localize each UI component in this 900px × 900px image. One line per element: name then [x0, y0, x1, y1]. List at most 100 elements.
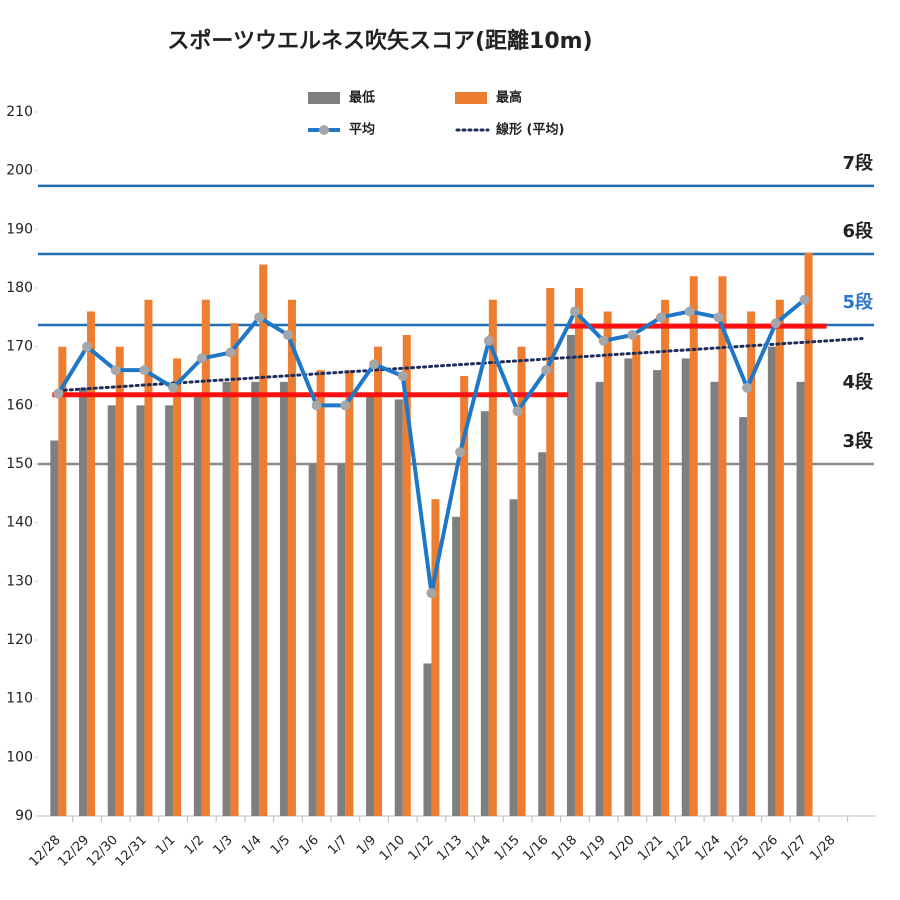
bar: [144, 299, 153, 816]
bar: [79, 387, 88, 816]
bar: [107, 405, 116, 816]
x-tick-label: 1/20: [606, 833, 637, 864]
legend-swatch: [319, 125, 329, 135]
avg-point: [569, 306, 580, 317]
x-tick-label: 1/28: [807, 833, 838, 864]
bar: [87, 311, 96, 816]
bar: [279, 381, 288, 816]
bar: [624, 358, 633, 816]
legend-label: 最高: [496, 90, 522, 106]
bar: [423, 663, 432, 816]
bar: [165, 405, 174, 816]
bar: [222, 381, 231, 816]
y-tick-label: 90: [15, 808, 33, 824]
x-tick-label: 12/31: [113, 833, 150, 870]
bar: [603, 311, 612, 816]
avg-point: [656, 312, 667, 323]
bar: [259, 264, 268, 816]
x-tick-label: 1/13: [434, 833, 465, 864]
bar: [767, 346, 776, 816]
legend-label: 線形 (平均): [496, 122, 564, 138]
bar: [661, 299, 670, 816]
reference-label: 5段: [842, 291, 874, 313]
x-tick-label: 1/22: [664, 833, 695, 864]
avg-point: [512, 406, 523, 417]
avg-point: [684, 306, 695, 317]
legend-label: 最低: [349, 90, 375, 106]
avg-point: [196, 353, 207, 364]
x-tick-label: 12/28: [27, 833, 64, 870]
bar: [566, 334, 575, 816]
bar: [653, 370, 662, 816]
x-tick-label: 1/6: [297, 833, 322, 858]
y-tick-label: 140: [6, 515, 33, 531]
avg-point: [282, 329, 293, 340]
legend-label: 平均: [349, 122, 375, 138]
bar: [193, 393, 202, 816]
bar: [574, 288, 583, 816]
bar: [316, 370, 325, 816]
x-tick-label: 1/4: [239, 833, 264, 858]
bar: [460, 376, 469, 816]
reference-label: 6段: [842, 220, 874, 242]
x-tick-label: 1/3: [210, 833, 235, 858]
y-tick-label: 130: [6, 573, 33, 589]
annotation: 4段: [842, 371, 874, 393]
y-tick-label: 180: [6, 280, 33, 296]
avg-point: [82, 341, 93, 352]
bar: [394, 399, 403, 816]
avg-point: [742, 382, 753, 393]
avg-point: [311, 400, 322, 411]
chart-title: スポーツウエルネス吹矢スコア(距離10m): [167, 28, 592, 54]
bar: [632, 334, 641, 816]
x-tick-label: 1/5: [268, 833, 293, 858]
y-tick-label: 210: [6, 104, 33, 120]
y-tick-label: 190: [6, 221, 33, 237]
x-tick-label: 1/9: [354, 833, 379, 858]
x-tick-label: 1/2: [182, 833, 207, 858]
avg-point: [483, 335, 494, 346]
x-tick-label: 1/14: [463, 833, 494, 864]
avg-point: [426, 588, 437, 599]
avg-point: [139, 365, 150, 376]
legend-swatch: [455, 92, 487, 104]
bar: [595, 381, 604, 816]
avg-point: [455, 447, 466, 458]
bar: [546, 288, 555, 816]
y-tick-label: 100: [6, 749, 33, 765]
x-tick-label: 12/30: [84, 833, 121, 870]
reference-label: 7段: [842, 152, 874, 174]
bar: [452, 516, 461, 816]
y-tick-label: 110: [6, 691, 33, 707]
bar: [488, 299, 497, 816]
x-tick-label: 1/1: [153, 833, 178, 858]
avg-point: [541, 365, 552, 376]
avg-point: [713, 312, 724, 323]
x-tick-label: 1/7: [325, 833, 350, 858]
bar: [804, 252, 813, 817]
x-tick-label: 1/19: [578, 833, 609, 864]
bar: [517, 346, 526, 816]
bar: [50, 440, 59, 816]
bar: [58, 346, 67, 816]
bar: [509, 499, 518, 816]
avg-point: [627, 329, 638, 340]
avg-point: [53, 388, 64, 399]
avg-point: [340, 400, 351, 411]
legend-swatch: [308, 92, 340, 104]
avg-point: [397, 371, 408, 381]
bar: [345, 370, 354, 816]
avg-point: [770, 318, 781, 329]
bar: [366, 393, 375, 816]
bar: [173, 358, 182, 816]
bar: [230, 323, 239, 816]
bar: [480, 411, 489, 816]
avg-point: [799, 294, 810, 305]
x-tick-label: 1/18: [549, 833, 580, 864]
x-tick-label: 1/15: [492, 833, 523, 864]
bar: [201, 299, 210, 816]
bar: [374, 346, 383, 816]
bar: [136, 405, 145, 816]
y-tick-label: 200: [6, 163, 33, 179]
